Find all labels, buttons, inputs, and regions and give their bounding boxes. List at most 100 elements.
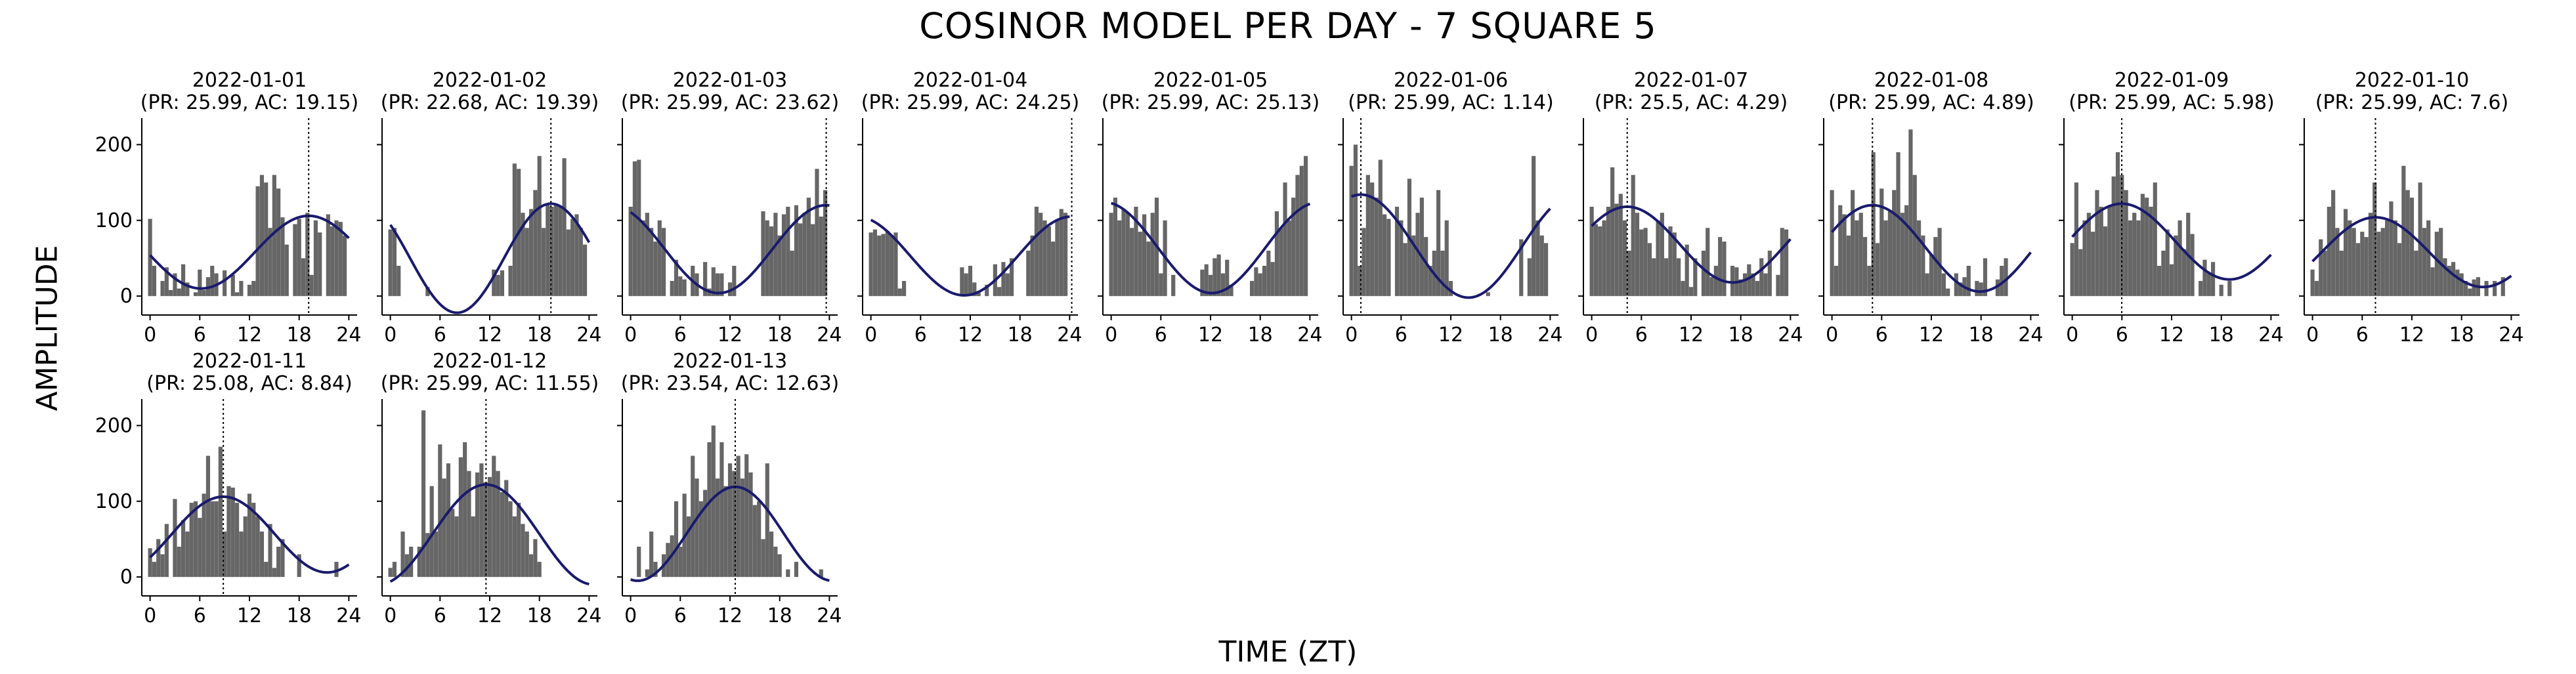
x-tick-label: 6 (2356, 324, 2369, 347)
subplot-date: 2022-01-04 (913, 69, 1027, 92)
bar (1436, 190, 1441, 297)
x-tick-label: 24 (817, 324, 842, 347)
bar (645, 569, 649, 578)
x-tick-label: 6 (434, 604, 446, 627)
bar (164, 267, 169, 297)
bar (1001, 262, 1006, 297)
x-tick-label: 12 (477, 324, 502, 347)
bar (2136, 220, 2141, 297)
bar (960, 267, 964, 297)
bar (259, 531, 265, 578)
bar (1539, 235, 1544, 297)
bar (293, 224, 297, 297)
bar (1875, 243, 1880, 297)
bar (1954, 273, 1958, 297)
x-tick-label: 12 (2159, 324, 2184, 347)
bar (2364, 237, 2369, 297)
bar (1370, 182, 1375, 297)
bar (637, 547, 641, 578)
bar (744, 454, 749, 578)
x-tick-label: 18 (767, 604, 792, 627)
bar (1535, 220, 1540, 297)
y-tick-label: 100 (95, 490, 133, 513)
bar (719, 442, 724, 578)
bar (2339, 250, 2344, 297)
bar (574, 214, 579, 297)
x-tick-label: 12 (718, 324, 742, 347)
bar (777, 235, 782, 297)
bar (2397, 243, 2402, 297)
x-tick-label: 12 (1198, 324, 1223, 347)
bar (2132, 213, 2137, 297)
bar (1763, 273, 1768, 297)
bar (2145, 198, 2149, 297)
bar (897, 288, 902, 297)
bar (1867, 266, 1872, 297)
bar (512, 516, 517, 578)
bar (2401, 165, 2406, 297)
subplot: 0 6 12 18 24 2022-01-07(PR: 25.5, AC: 4.29) (1578, 69, 1803, 347)
x-tick-label: 0 (144, 604, 156, 627)
bar (703, 262, 708, 297)
bar (1005, 273, 1010, 297)
bar (1444, 220, 1449, 297)
bar (2314, 281, 2319, 297)
bar (1353, 144, 1358, 297)
bar (152, 266, 157, 297)
cosinor-fit-line (1831, 203, 2032, 293)
bar (781, 214, 786, 297)
bar (243, 516, 247, 578)
bar (1855, 220, 1859, 297)
bar (761, 211, 765, 297)
subplot: 0 6 12 18 24 2022-01-12(PR: 25.99, AC: 11.55) (377, 350, 601, 627)
bar (1718, 237, 1723, 297)
bar (181, 520, 186, 578)
bar (1643, 228, 1648, 297)
bar (1830, 190, 1834, 297)
y-tick-label: 0 (120, 285, 133, 308)
bar (2459, 273, 2464, 297)
bar (2202, 259, 2207, 297)
bar (2405, 190, 2410, 297)
bar (2174, 235, 2178, 297)
bar (1672, 232, 1677, 297)
bar (2368, 213, 2373, 297)
bar (2219, 284, 2223, 297)
bar (1200, 269, 1205, 297)
bar (674, 501, 679, 578)
x-tick-label: 24 (2258, 324, 2283, 347)
bar (1213, 258, 1217, 297)
bar (1635, 213, 1640, 297)
cosinor-fit-line (1591, 205, 1792, 284)
bar (661, 228, 666, 297)
x-tick-label: 12 (958, 324, 983, 347)
bar (1225, 259, 1230, 297)
bar (1598, 226, 1602, 297)
bar (525, 531, 529, 578)
bar (1937, 228, 1942, 297)
bar (247, 284, 252, 297)
bar (715, 478, 720, 578)
bar (223, 531, 227, 578)
bar (657, 220, 662, 297)
bar (1627, 250, 1631, 297)
cosinor-fit-line (1350, 193, 1551, 299)
bar (193, 501, 198, 578)
bar (1138, 232, 1142, 297)
bar (1983, 258, 1988, 297)
bar (2103, 226, 2108, 297)
bar (893, 232, 898, 297)
subplot-params: (PR: 25.99, AC: 7.6) (2315, 91, 2508, 114)
bar (1046, 226, 1051, 297)
bar (1742, 273, 1748, 297)
bar (2409, 198, 2415, 297)
bar (1362, 228, 1366, 297)
x-tick-label: 0 (2066, 324, 2078, 347)
x-tick-label: 6 (2116, 324, 2128, 347)
bar (397, 266, 401, 297)
bar (404, 554, 409, 578)
bar (181, 264, 186, 297)
bar (2310, 269, 2315, 297)
bar (446, 463, 451, 578)
subplot-date: 2022-01-11 (192, 350, 307, 373)
